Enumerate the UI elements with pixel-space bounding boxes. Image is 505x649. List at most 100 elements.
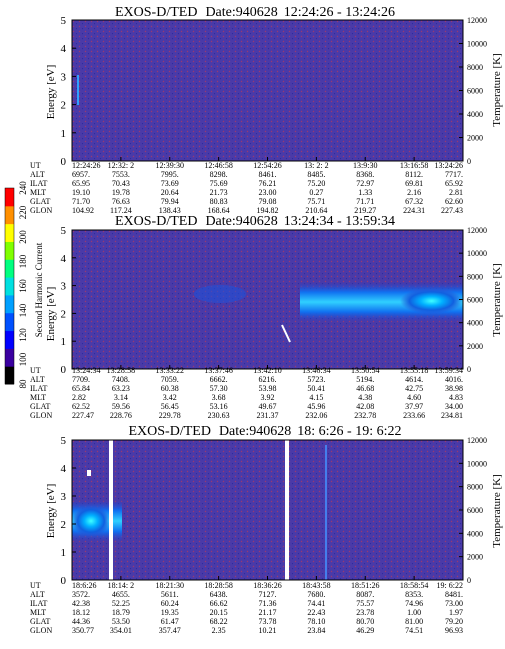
panel-3-table-cell: 8353. xyxy=(405,590,423,599)
panel-2-table-cell: 233.66 xyxy=(403,411,425,420)
panel-2-table-cell: 13:46:34 xyxy=(302,366,330,375)
panel-2-table-cell: 49.67 xyxy=(259,402,277,411)
panel-2-ylabel: Energy [eV] xyxy=(45,287,57,341)
panel-1-table-cell: 20.64 xyxy=(161,188,179,197)
panel-1-table-cell: 70.43 xyxy=(112,179,130,188)
panel-1-ylabel: Energy [eV] xyxy=(45,65,57,119)
panel-2-table-cell: 4016. xyxy=(445,375,463,384)
panel-3-table-cell: 18:36:26 xyxy=(253,581,281,590)
panel-3-row-label: MLT xyxy=(30,608,46,617)
panel-1-table-cell: 227.43 xyxy=(441,206,463,215)
panel-1-table-cell: 219.27 xyxy=(354,206,376,215)
panel-1-table-cell: 2.81 xyxy=(449,188,463,197)
panel-2-table-cell: 13:28:58 xyxy=(107,366,135,375)
colorbar-tick-label: 200 xyxy=(18,230,28,244)
panel-1-table-cell: 75.69 xyxy=(210,179,228,188)
colorbar: 80 100 120 140 160 180 200 220 240 Second Harmon… xyxy=(4,181,44,389)
panel-3-table-cell: 18:28:58 xyxy=(204,581,232,590)
panel-1-ytick-label: 3 xyxy=(61,71,67,83)
colorbar-segment xyxy=(5,223,14,242)
panel-3-table-cell: 357.47 xyxy=(159,626,181,635)
colorbar-segment xyxy=(5,205,14,225)
panel-3-table-cell: 18:21:30 xyxy=(156,581,184,590)
panel-3-y2tick-label: 10000 xyxy=(467,459,487,468)
panel-3-table-cell: 19: 6:22 xyxy=(437,581,463,590)
panel-2-ytick-label: 0 xyxy=(61,364,67,376)
panel-2-table-cell: 13:50:54 xyxy=(351,366,379,375)
panel-1-feature xyxy=(77,75,79,105)
panel-2-table-cell: 4.83 xyxy=(449,393,463,402)
panel-1-table-cell: 12:32: 2 xyxy=(108,161,134,170)
panel-3-row-label: ILAT xyxy=(30,599,47,608)
panel-3-row-label: ALT xyxy=(30,590,45,599)
panel-1-table-cell: 19.78 xyxy=(112,188,130,197)
panel-1-ytick-label: 4 xyxy=(61,43,67,55)
panel-2-y2tick-label: 4000 xyxy=(467,319,483,328)
panel-2-table-cell: 2.82 xyxy=(72,393,86,402)
panel-3-ytick-label: 4 xyxy=(61,463,67,475)
panel-3-table-cell: 73.78 xyxy=(259,617,277,626)
panel-3-table-cell: 79.20 xyxy=(445,617,463,626)
panel-2-table-cell: 3.14 xyxy=(114,393,128,402)
panel-2-y2tick-label: 2000 xyxy=(467,342,483,351)
panel-2-y2tick-label: 8000 xyxy=(467,272,483,281)
panel-3-table-cell: 8481. xyxy=(445,590,463,599)
colorbar-segment xyxy=(5,259,14,278)
panel-2-ytick-label: 3 xyxy=(61,281,67,293)
panel-3-ytick-label: 0 xyxy=(61,575,67,587)
panel-2-y2label: Temperature [K] xyxy=(491,263,503,336)
panel-2-table-cell: 63.23 xyxy=(112,384,130,393)
panel-2-table-cell: 13:33:22 xyxy=(156,366,184,375)
panel-3-table-cell: 4655. xyxy=(112,590,130,599)
panel-3-table-cell: 1.97 xyxy=(449,608,463,617)
panel-2-table-cell: 7059. xyxy=(161,375,179,384)
panel-2-table-cell: 57.30 xyxy=(210,384,228,393)
colorbar-tick-label: 220 xyxy=(18,205,28,219)
panel-2-peak xyxy=(400,288,463,314)
panel-2-y2tick-label: 10000 xyxy=(467,249,487,258)
panel-3-y2tick-label: 2000 xyxy=(467,553,483,562)
panel-2: EXOS-D/TED Date:940628 13:24:34 - 13:59:34… xyxy=(30,214,503,420)
panel-2-y2tick-label: 12000 xyxy=(467,226,487,235)
panel-1-row-label: GLAT xyxy=(30,197,51,206)
panel-3-ytick-label: 3 xyxy=(61,491,67,503)
panel-2-table-cell: 234.81 xyxy=(441,411,463,420)
panel-3-table-cell: 2.35 xyxy=(212,626,226,635)
panel-1-table-cell: 71.70 xyxy=(72,197,90,206)
panel-2-y-axis: 0 1 2 3 4 5 xyxy=(61,225,76,376)
panel-1-row-label: UT xyxy=(30,161,41,170)
panel-1-ytick-label: 0 xyxy=(61,156,67,168)
panel-3-table-cell: 7127. xyxy=(259,590,277,599)
panel-2-table-cell: 4614. xyxy=(405,375,423,384)
panel-2-table-cell: 13:37:46 xyxy=(204,366,232,375)
panel-2-table-cell: 230.63 xyxy=(208,411,230,420)
panel-2-table-cell: 13:55:18 xyxy=(400,366,428,375)
panel-2-table-cell: 53.98 xyxy=(259,384,277,393)
panel-1-y2tick-label: 12000 xyxy=(467,16,487,25)
panel-2-row-label: ALT xyxy=(30,375,45,384)
panel-1-table-cell: 6957. xyxy=(72,170,90,179)
panel-3-table-cell: 23.84 xyxy=(307,626,325,635)
panel-3-table-cell: 42.38 xyxy=(72,599,90,608)
panel-2-table-cell: 42.08 xyxy=(356,402,374,411)
panel-3-streak xyxy=(325,445,327,580)
panel-3-y2tick-label: 8000 xyxy=(467,483,483,492)
panel-1-table-cell: 67.32 xyxy=(405,197,423,206)
panel-2-table-cell: 13:59:34 xyxy=(435,366,463,375)
panel-2-table-cell: 53.16 xyxy=(210,402,228,411)
panel-3-table-cell: 18:43:58 xyxy=(302,581,330,590)
panel-2-row-label: ILAT xyxy=(30,384,47,393)
panel-1-table-cell: 76.21 xyxy=(259,179,277,188)
panel-3-table-cell: 23.78 xyxy=(356,608,374,617)
panel-1-table-cell: 8368. xyxy=(356,170,374,179)
panel-3-row-label: GLAT xyxy=(30,617,51,626)
panel-1-table-cell: 1.33 xyxy=(358,188,372,197)
panel-2-table-cell: 6662. xyxy=(210,375,228,384)
panel-3-table-cell: 18:6:26 xyxy=(72,581,96,590)
panel-3-table-cell: 74.41 xyxy=(307,599,325,608)
panel-2-y2tick-label: 0 xyxy=(467,365,471,374)
panel-1-table-cell: 7995. xyxy=(161,170,179,179)
panel-2-table-cell: 5723. xyxy=(307,375,325,384)
